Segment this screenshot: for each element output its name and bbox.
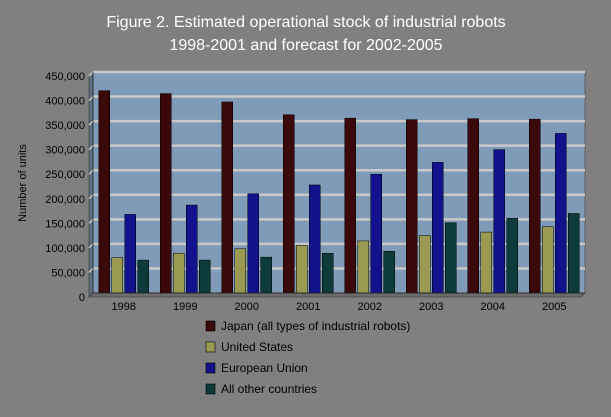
- legend-swatch: [205, 341, 216, 353]
- bar: [445, 222, 457, 294]
- bar: [124, 214, 136, 294]
- bar: [406, 119, 418, 294]
- y-tick-label: 450,000: [45, 71, 85, 83]
- gridline-side: [88, 243, 94, 249]
- x-tick-label: 1998: [112, 301, 136, 313]
- bar: [199, 259, 211, 294]
- bar: [467, 118, 479, 294]
- chart-title-line-1: Figure 2. Estimated operational stock of…: [106, 14, 505, 31]
- y-tick-label: 350,000: [45, 120, 85, 132]
- chart-title-line-2: 1998-2001 and forecast for 2002-2005: [169, 37, 442, 54]
- y-tick-label: 250,000: [45, 169, 85, 181]
- bar: [383, 251, 395, 294]
- gridline-side: [88, 169, 94, 175]
- y-tick-label: 300,000: [45, 145, 85, 157]
- legend: Japan (all types of industrial robots) Un…: [205, 319, 410, 396]
- gridline-side: [88, 145, 94, 151]
- bar: [111, 257, 123, 294]
- bar: [370, 173, 382, 294]
- legend-label: Japan (all types of industrial robots): [221, 319, 410, 333]
- bar: [344, 117, 356, 294]
- legend-label: United States: [221, 340, 293, 354]
- bar: [419, 235, 431, 294]
- y-tick-label: 150,000: [45, 218, 85, 230]
- legend-swatch: [205, 320, 216, 332]
- plot-floor: [88, 292, 586, 298]
- x-tick-label: 2003: [419, 301, 443, 313]
- gridline-side: [88, 71, 94, 77]
- x-tick-label: 2000: [235, 301, 259, 313]
- bar: [260, 256, 272, 294]
- gridline-side: [88, 96, 94, 102]
- bar: [480, 231, 492, 294]
- y-tick-label: 400,000: [45, 96, 85, 108]
- y-tick-label: 100,000: [45, 243, 85, 255]
- bar: [283, 114, 295, 294]
- legend-swatch: [205, 362, 216, 374]
- bar: [221, 101, 233, 294]
- gridline-side: [88, 120, 94, 126]
- bar: [296, 245, 308, 294]
- y-axis-label: Number of units: [17, 144, 29, 222]
- bar: [493, 149, 505, 294]
- bar: [186, 204, 198, 294]
- x-tick-label: 2001: [296, 301, 320, 313]
- bar: [506, 218, 518, 294]
- bar: [555, 133, 567, 294]
- bar: [542, 226, 554, 294]
- gridline-side: [88, 194, 94, 200]
- bar: [322, 252, 334, 294]
- bar: [432, 162, 444, 294]
- y-tick-label: 0: [79, 292, 85, 304]
- plot-side-wall: [88, 71, 94, 298]
- x-tick-label: 2005: [542, 301, 566, 313]
- legend-swatch: [205, 383, 216, 395]
- legend-label: European Union: [221, 361, 308, 375]
- x-tick-label: 2002: [358, 301, 382, 313]
- x-tick-label: 1999: [173, 301, 197, 313]
- plot-area: 0 50,000 100,000 150,000 200,000 250,000 300,0…: [45, 70, 586, 313]
- bar: [173, 252, 185, 294]
- bar: [247, 193, 259, 294]
- bar: [309, 184, 321, 294]
- bar: [137, 259, 149, 294]
- bar: [357, 240, 369, 294]
- bar: [98, 90, 110, 294]
- y-tick-label: 200,000: [45, 194, 85, 206]
- bar: [160, 93, 172, 294]
- gridline-side: [88, 218, 94, 224]
- legend-label: All other countries: [221, 382, 317, 396]
- bar: [568, 213, 580, 294]
- gridline-side: [88, 267, 94, 273]
- bar: [234, 248, 246, 294]
- bar: [529, 118, 541, 294]
- y-tick-label: 50,000: [51, 267, 85, 279]
- x-tick-label: 2004: [481, 301, 505, 313]
